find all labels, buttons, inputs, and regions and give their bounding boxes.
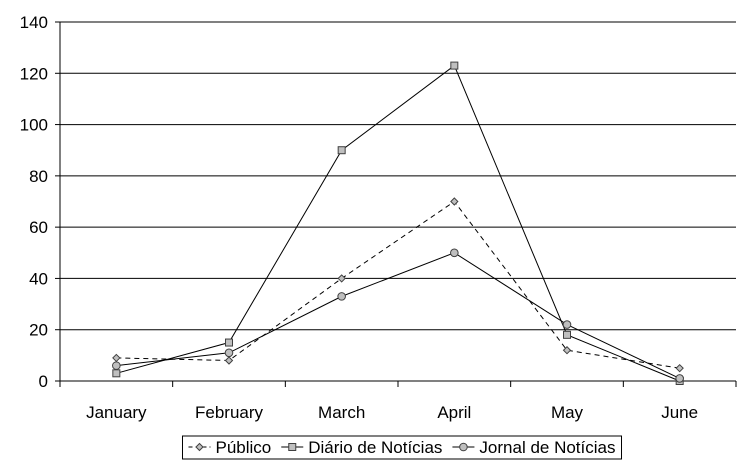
data-point: [337, 292, 346, 301]
y-tick-label: 80: [29, 167, 48, 186]
x-tick-labels: January February March April May June: [86, 403, 698, 422]
data-point: [224, 348, 234, 358]
legend-label: Público: [215, 438, 271, 457]
legend-marker: [288, 443, 297, 451]
x-tick-label: May: [551, 403, 584, 422]
x-tick-label: June: [661, 403, 698, 422]
y-tick-label: 140: [20, 13, 48, 32]
data-point: [675, 374, 684, 383]
y-tick-label: 20: [29, 321, 48, 340]
legend-label: Diário de Notícias: [308, 438, 442, 457]
y-tick-label: 60: [29, 218, 48, 237]
data-point: [450, 248, 459, 258]
y-tick-labels: 0 20 40 60 80 100 120 140: [20, 13, 48, 391]
gridlines: [60, 21, 736, 331]
data-point: [450, 197, 459, 206]
x-tick-label: April: [437, 403, 471, 422]
x-tick-label: March: [318, 403, 365, 422]
series-markers: [112, 61, 684, 385]
y-tick-label: 40: [29, 269, 48, 288]
y-tick-label: 0: [39, 372, 48, 391]
y-tick-label: 120: [20, 64, 48, 83]
axes: [55, 21, 737, 387]
x-tick-label: February: [195, 403, 264, 422]
legend-box: [181, 435, 623, 460]
legend-marker: [195, 442, 204, 452]
x-tick-label: January: [86, 403, 147, 422]
data-point: [112, 369, 121, 378]
series-lines: [116, 64, 680, 382]
data-point: [112, 361, 121, 370]
data-point: [675, 363, 684, 373]
data-point: [563, 330, 571, 339]
y-tick-label: 100: [20, 116, 48, 135]
legend-label: Jornal de Notícias: [479, 438, 615, 457]
legend: Público Diário de Notícias Jornal de Notíc…: [181, 435, 623, 460]
data-point: [562, 320, 572, 329]
series-line: [116, 252, 680, 379]
data-point: [224, 356, 234, 365]
series-line: [116, 64, 680, 382]
data-point: [337, 146, 346, 155]
data-point: [225, 338, 233, 347]
data-point: [337, 274, 346, 283]
legend-marker: [459, 442, 468, 452]
data-point: [450, 61, 459, 70]
series-line: [116, 200, 680, 369]
data-point: [112, 353, 121, 363]
data-point: [562, 346, 572, 355]
